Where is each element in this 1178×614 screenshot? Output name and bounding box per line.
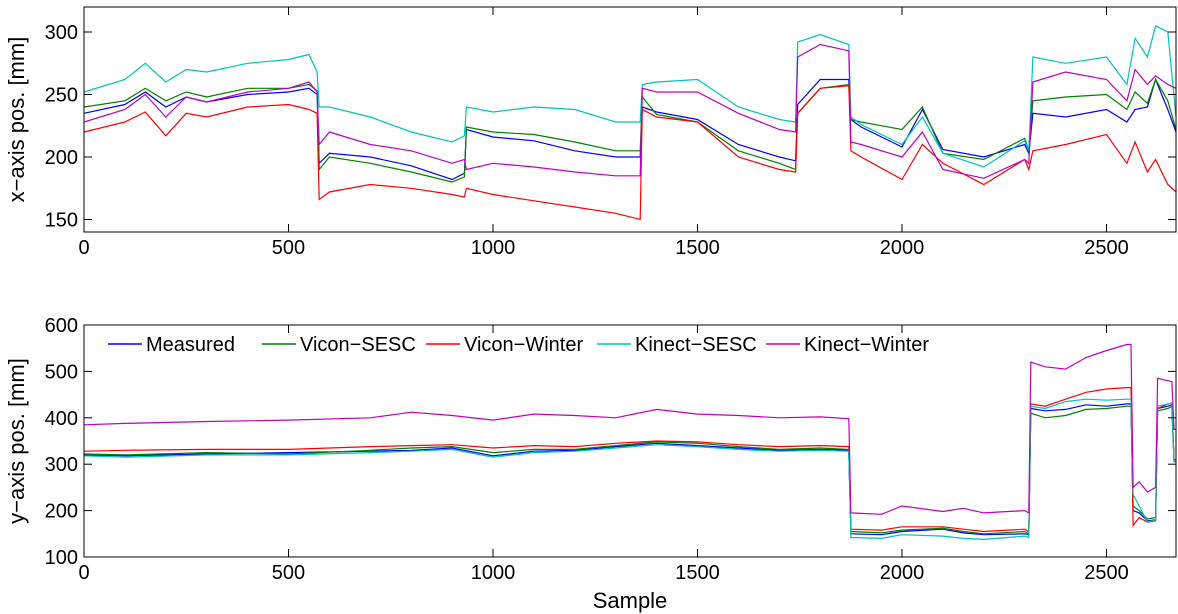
legend-label-vicon-winter: Vicon−Winter bbox=[464, 334, 583, 356]
y-axis-panel-ylabel: y−axis pos. [mm] bbox=[4, 358, 29, 524]
legend-label-kinect-sesc: Kinect−SESC bbox=[635, 334, 757, 356]
series-line-kinect-sesc bbox=[83, 24, 1177, 168]
y-tick-label: 200 bbox=[45, 147, 78, 169]
x-tick-label: 500 bbox=[272, 237, 305, 259]
y-tick-label: 250 bbox=[45, 85, 78, 107]
y-tick-label: 400 bbox=[45, 408, 78, 430]
y-tick-label: 300 bbox=[45, 454, 78, 476]
y-axis-panel-ticks: 0 500 1000 1500 2000 2500 100 200 300 400 500 600 bbox=[45, 315, 1176, 584]
series-line-kinect-winter bbox=[83, 43, 1177, 179]
y-tick-label: 100 bbox=[45, 547, 78, 569]
x-tick-label: 2500 bbox=[1084, 237, 1129, 259]
series-line-vicon-sesc bbox=[83, 78, 1177, 183]
y-axis-position-panel: 0 500 1000 1500 2000 2500 100 200 300 400 500 600 y… bbox=[4, 315, 1177, 613]
x-tick-label: 2500 bbox=[1084, 562, 1129, 584]
series-line-measured bbox=[83, 77, 1177, 181]
y-tick-label: 200 bbox=[45, 501, 78, 523]
y-axis-plot-frame bbox=[83, 324, 1177, 558]
y-axis-series-lines bbox=[83, 343, 1176, 541]
sample-axis-label: Sample bbox=[593, 588, 668, 613]
series-line-kinect-sesc bbox=[83, 398, 1176, 541]
x-tick-label: 500 bbox=[272, 562, 305, 584]
legend-label-kinect-winter: Kinect−Winter bbox=[804, 334, 929, 356]
x-axis-series-lines bbox=[83, 24, 1177, 221]
x-tick-label: 2000 bbox=[880, 237, 925, 259]
x-axis-panel-ticks: 0 500 1000 1500 2000 2500 150 200 250 300 bbox=[45, 7, 1176, 259]
legend: Measured Vicon−SESC Vicon−Winter Kinect−SES… bbox=[108, 334, 929, 356]
series-line-kinect-winter bbox=[83, 343, 1176, 515]
x-tick-label: 1000 bbox=[471, 237, 516, 259]
series-line-vicon-winter bbox=[83, 85, 1177, 221]
x-axis-panel-ylabel: x−axis pos. [mm] bbox=[4, 37, 29, 203]
x-tick-label: 1000 bbox=[471, 562, 516, 584]
legend-label-vicon-sesc: Vicon−SESC bbox=[300, 334, 416, 356]
x-tick-label: 1500 bbox=[675, 237, 720, 259]
y-tick-label: 150 bbox=[45, 210, 78, 232]
y-tick-label: 500 bbox=[45, 361, 78, 383]
x-axis-plot-frame bbox=[83, 6, 1177, 233]
x-tick-label: 1500 bbox=[675, 562, 720, 584]
x-tick-label: 0 bbox=[78, 562, 89, 584]
series-line-vicon-winter bbox=[83, 387, 1176, 533]
series-line-measured bbox=[83, 403, 1176, 536]
x-tick-label: 0 bbox=[78, 237, 89, 259]
x-axis-position-panel: 0 500 1000 1500 2000 2500 150 200 250 300 x−axis … bbox=[4, 6, 1177, 259]
series-line-vicon-sesc bbox=[83, 405, 1176, 535]
x-tick-label: 2000 bbox=[880, 562, 925, 584]
y-tick-label: 300 bbox=[45, 22, 78, 44]
y-tick-label: 600 bbox=[45, 315, 78, 337]
legend-label-measured: Measured bbox=[146, 334, 235, 356]
